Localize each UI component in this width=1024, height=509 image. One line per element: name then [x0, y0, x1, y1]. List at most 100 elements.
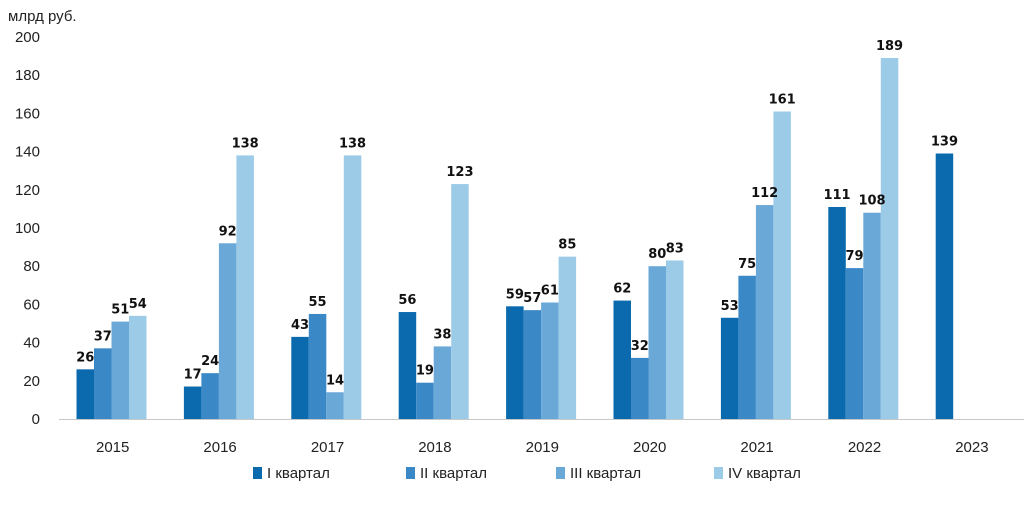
bar [666, 260, 684, 419]
bar [845, 268, 864, 419]
y-tick-label: 0 [32, 411, 40, 428]
data-label: 54 [129, 297, 147, 312]
data-label: 38 [433, 327, 451, 342]
x-tick-label: 2022 [848, 439, 881, 456]
bar [631, 357, 649, 419]
data-label: 61 [541, 283, 559, 298]
data-label: 112 [751, 186, 778, 201]
bar [291, 336, 309, 419]
legend-swatch [253, 467, 262, 479]
bar [773, 111, 791, 420]
y-tick-label: 120 [15, 182, 40, 199]
data-label: 161 [769, 92, 796, 107]
data-label: 43 [291, 318, 309, 333]
y-axis-unit-label: млрд руб. [8, 8, 77, 25]
y-tick-label: 80 [23, 258, 40, 275]
bar [433, 346, 452, 419]
data-label: 56 [398, 293, 416, 308]
data-label: 75 [738, 257, 756, 272]
y-tick-label: 40 [23, 335, 40, 352]
legend: I квартал II квартал III квартал IV квартал [253, 465, 801, 482]
data-label: 57 [523, 291, 541, 306]
bar [506, 306, 524, 419]
y-tick-label: 180 [15, 67, 40, 84]
bar [828, 206, 846, 419]
x-tick-label: 2017 [311, 439, 344, 456]
bar [755, 205, 774, 419]
data-label: 80 [648, 247, 666, 262]
data-label: 138 [232, 136, 259, 151]
bar [541, 302, 559, 419]
data-label: 53 [721, 299, 739, 314]
legend-swatch [556, 467, 565, 479]
data-label: 123 [446, 165, 473, 180]
data-label: 59 [506, 287, 524, 302]
bar [183, 386, 202, 419]
x-tick-label: 2015 [96, 439, 129, 456]
bar [451, 184, 469, 419]
data-label: 108 [858, 194, 885, 209]
x-tick-label: 2016 [203, 439, 236, 456]
bars [76, 58, 954, 420]
y-tick-label: 200 [15, 29, 40, 46]
data-label: 138 [339, 136, 366, 151]
data-label: 79 [846, 249, 864, 264]
bar [201, 373, 219, 419]
bar [613, 300, 631, 419]
bar [236, 155, 254, 420]
data-label: 17 [184, 368, 202, 383]
data-label: 24 [201, 354, 219, 369]
bar [343, 155, 362, 420]
bar [129, 315, 147, 419]
bar [308, 313, 327, 419]
bar [648, 266, 666, 419]
x-tick-label: 2019 [526, 439, 559, 456]
bar [558, 256, 577, 419]
bar [76, 369, 94, 419]
data-label: 92 [219, 224, 237, 239]
y-tick-label: 160 [15, 105, 40, 122]
data-label: 19 [416, 364, 434, 379]
x-tick-label: 2020 [633, 439, 666, 456]
bar [111, 321, 129, 419]
bar [218, 243, 237, 419]
legend-label: IV квартал [728, 465, 801, 482]
legend-swatch [406, 467, 415, 479]
data-label: 62 [613, 282, 631, 297]
legend-label: II квартал [420, 465, 487, 482]
data-label: 139 [931, 135, 958, 150]
data-label: 85 [558, 238, 576, 253]
bar [738, 275, 756, 419]
data-label: 32 [631, 339, 649, 354]
y-axis-ticks: 0 20 40 60 80 100 120 140 160 180 200 [15, 29, 40, 428]
legend-swatch [714, 467, 723, 479]
y-tick-label: 20 [23, 373, 40, 390]
y-tick-label: 60 [23, 296, 40, 313]
x-tick-label: 2021 [740, 439, 773, 456]
bar [326, 392, 344, 419]
x-tick-label: 2018 [418, 439, 451, 456]
bar [880, 58, 899, 419]
x-axis-ticks: 2015 2016 2017 2018 2019 2020 2021 2022 2023 [96, 439, 989, 456]
data-label: 189 [876, 39, 903, 54]
legend-label: I квартал [267, 465, 330, 482]
data-label: 83 [666, 241, 684, 256]
y-tick-label: 140 [15, 144, 40, 161]
data-label: 51 [111, 303, 129, 318]
data-label: 111 [823, 188, 850, 203]
data-label: 55 [309, 295, 327, 310]
bar [935, 153, 954, 419]
data-label: 37 [94, 329, 112, 344]
x-tick-label: 2023 [955, 439, 988, 456]
bar [398, 312, 417, 419]
data-label: 26 [76, 350, 94, 365]
data-label: 14 [326, 373, 344, 388]
legend-label: III квартал [570, 465, 641, 482]
bar [523, 310, 542, 419]
y-tick-label: 100 [15, 220, 40, 237]
bar [94, 348, 112, 419]
bar [720, 317, 739, 419]
bar [863, 212, 881, 419]
